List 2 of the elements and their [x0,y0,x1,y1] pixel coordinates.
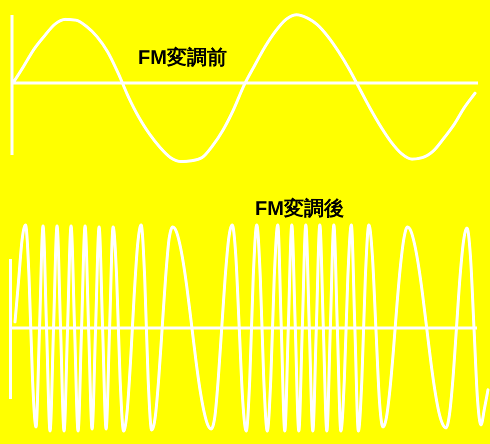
title: FM変調前 [138,47,227,69]
title: FM変調後 [255,198,344,220]
